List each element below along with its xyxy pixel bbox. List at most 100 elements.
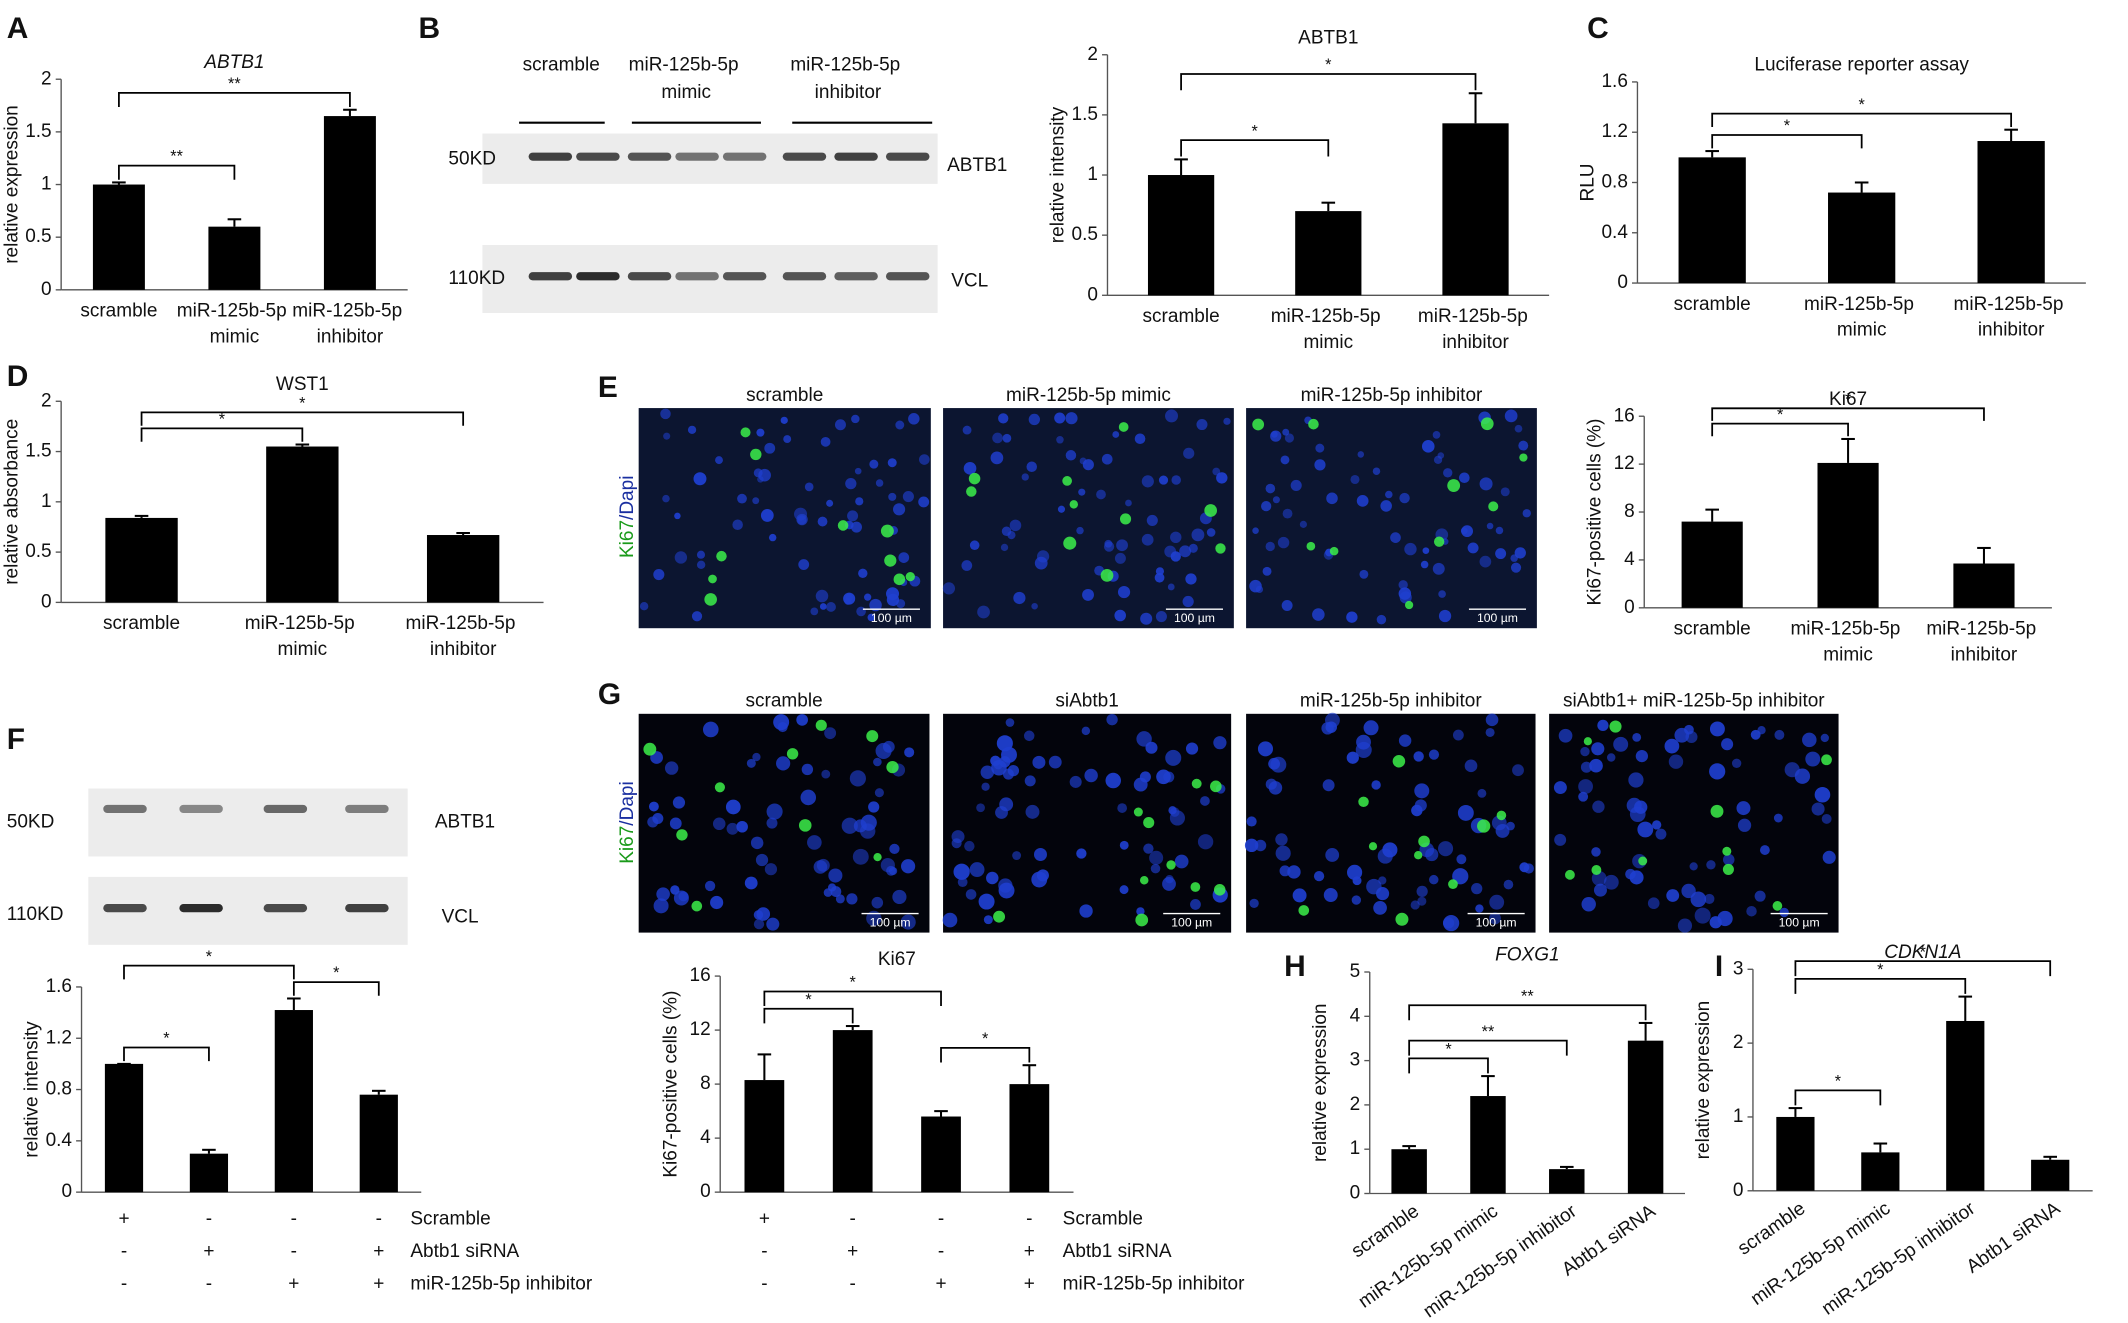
y-axis-label: Ki67-positive cells (%)	[660, 991, 681, 1178]
nucleus	[1385, 490, 1393, 499]
nucleus	[1459, 472, 1470, 484]
nucleus	[1312, 608, 1325, 621]
significance-label: *	[1858, 96, 1865, 114]
error-bar	[1022, 1064, 1037, 1085]
nucleus	[1593, 883, 1607, 897]
significance-label: *	[1784, 117, 1791, 135]
nucleus	[1191, 528, 1205, 542]
bar	[1470, 1096, 1506, 1194]
x-tick-label: miR-125b-5p inhibitor	[292, 301, 407, 348]
blot-strip	[88, 788, 408, 857]
nucleus	[1488, 912, 1502, 925]
blot-protein: ABTB1	[947, 155, 1007, 176]
nucleus	[800, 789, 817, 806]
nucleus	[1249, 579, 1262, 593]
nucleus	[1271, 431, 1278, 438]
condition-name: Scramble	[1063, 1208, 1143, 1229]
nucleus	[1704, 893, 1715, 904]
nucleus	[1629, 806, 1646, 823]
condition-sign: +	[373, 1274, 384, 1295]
nucleus	[1398, 734, 1412, 747]
panel-letter: D	[7, 360, 29, 393]
bar	[208, 226, 261, 290]
ki67-cell	[1772, 901, 1783, 911]
nucleus	[1737, 818, 1752, 832]
condition-sign: +	[203, 1241, 214, 1262]
blot-band	[179, 804, 223, 814]
bar	[744, 1080, 785, 1193]
stain-part: Ki67	[617, 826, 638, 864]
error-bar	[1873, 1142, 1888, 1153]
nucleus	[672, 796, 686, 809]
ki67-cell	[1118, 422, 1129, 432]
nucleus	[1503, 879, 1514, 890]
significance-bracket	[118, 164, 236, 180]
significance-bracket	[763, 1007, 854, 1024]
nucleus	[991, 759, 1007, 776]
nucleus	[1805, 751, 1821, 767]
nucleus	[1558, 728, 1573, 743]
y-tick-label: 0.4	[1601, 222, 1628, 243]
nucleus	[780, 416, 788, 424]
nucleus	[835, 894, 845, 904]
nucleus	[1146, 514, 1158, 526]
x-tick-label: scramble	[1674, 294, 1751, 315]
nucleus	[753, 918, 765, 930]
blot-group-label: miR-125b-5p mimic	[629, 55, 744, 103]
significance-label: *	[1845, 390, 1852, 408]
nucleus	[998, 878, 1013, 893]
panel-letter: H	[1284, 950, 1306, 983]
nucleus	[1652, 820, 1662, 830]
ki67-cell	[1488, 501, 1499, 512]
nucleus	[662, 494, 670, 503]
nucleus	[1475, 904, 1484, 913]
ki67-cell	[1496, 810, 1507, 821]
nucleus	[1351, 895, 1362, 905]
nucleus	[1056, 436, 1064, 444]
nucleus	[1668, 754, 1684, 769]
nucleus	[819, 603, 827, 610]
scale-bar-label: 100 µm	[1779, 915, 1820, 929]
nucleus	[1076, 848, 1087, 859]
x-tick-label: scramble	[1734, 1198, 1809, 1259]
significance-bracket	[1711, 112, 2013, 127]
y-tick-label: 1.6	[1601, 71, 1627, 92]
ki67-cell	[716, 550, 727, 562]
nucleus	[965, 889, 977, 900]
significance-bracket	[123, 964, 295, 980]
nucleus	[1592, 800, 1605, 813]
nucleus	[953, 863, 970, 880]
x-tick-label: miR-125b-5p mimic	[1271, 306, 1386, 353]
nucleus	[1709, 763, 1726, 780]
nucleus	[1149, 850, 1164, 865]
nucleus	[1145, 741, 1158, 754]
nucleus	[1190, 899, 1201, 910]
bar	[2031, 1159, 2070, 1191]
nucleus	[1597, 719, 1609, 731]
nucleus	[1456, 854, 1467, 865]
condition-sign: +	[1024, 1274, 1035, 1295]
ki67-cell	[1722, 863, 1734, 875]
y-tick-label: 1.5	[25, 121, 51, 142]
nucleus	[752, 497, 760, 505]
nucleus	[893, 503, 906, 516]
bar	[92, 184, 145, 290]
nucleus	[1268, 757, 1281, 770]
nucleus	[756, 428, 765, 437]
ki67-cell	[676, 829, 688, 841]
condition-sign: -	[376, 1208, 382, 1229]
nucleus	[1125, 499, 1132, 507]
nucleus	[1802, 732, 1817, 748]
nucleus	[1069, 775, 1082, 788]
nucleus	[696, 550, 706, 559]
nucleus	[1033, 847, 1047, 861]
nucleus	[1079, 904, 1093, 918]
x-tick-label: scramble	[1143, 306, 1220, 327]
y-tick-label: 3	[1733, 958, 1744, 979]
condition-sign: -	[938, 1241, 944, 1262]
nucleus	[1822, 850, 1836, 864]
blot-marker: 50KD	[7, 812, 55, 833]
nucleus	[1002, 768, 1014, 780]
error-bar	[1638, 1021, 1653, 1041]
nucleus	[1213, 736, 1227, 750]
